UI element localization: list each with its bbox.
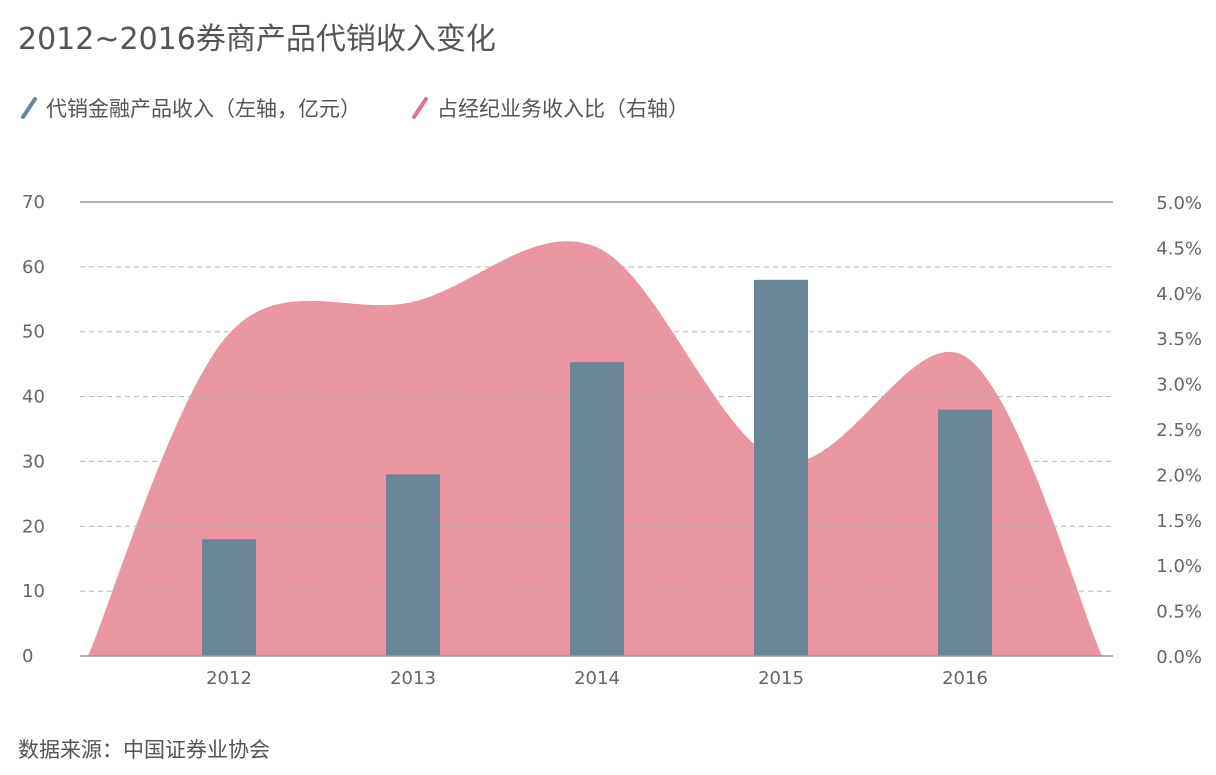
- right-axis-tick-label: 1.0%: [1156, 556, 1202, 577]
- left-axis-tick-label: 50: [22, 322, 45, 343]
- left-axis-tick-label: 40: [22, 387, 45, 408]
- right-axis-tick-label: 0.0%: [1156, 647, 1202, 668]
- legend-label-bar-series: 代销金融产品收入（左轴，亿元）: [46, 97, 361, 121]
- right-axis-tick-label: 5.0%: [1156, 193, 1202, 214]
- right-axis-tick-label: 3.5%: [1156, 329, 1202, 350]
- right-axis-tick-label: 2.0%: [1156, 465, 1202, 486]
- right-axis-tick-label: 4.5%: [1156, 238, 1202, 259]
- chart-legend: 代销金融产品收入（左轴，亿元） 占经纪业务收入比（右轴）: [18, 92, 737, 124]
- x-axis-tick-label: 2016: [942, 668, 988, 689]
- x-axis-tick-label: 2014: [574, 668, 620, 689]
- left-axis-tick-label: 70: [22, 192, 45, 213]
- left-axis-tick-label: 60: [22, 257, 45, 278]
- bar-2013: [386, 474, 440, 656]
- bar-2016: [938, 409, 992, 656]
- right-axis-tick-label: 1.5%: [1156, 511, 1202, 532]
- left-axis-tick-label: 30: [22, 451, 45, 472]
- left-axis-tick-label: 20: [22, 516, 45, 537]
- right-axis-tick-label: 4.0%: [1156, 284, 1202, 305]
- bar-2015: [754, 279, 808, 656]
- legend-label-area-series: 占经纪业务收入比（右轴）: [437, 97, 689, 121]
- bar-2014: [570, 362, 624, 656]
- right-axis-tick-label: 0.5%: [1156, 602, 1202, 623]
- x-axis-tick-label: 2015: [758, 668, 804, 689]
- legend-slash-icon-bar: [21, 97, 37, 119]
- right-axis-tick-label: 3.0%: [1156, 375, 1202, 396]
- x-axis-tick-label: 2012: [206, 668, 252, 689]
- legend-slash-icon-area: [412, 97, 428, 119]
- bar-2012: [202, 539, 256, 656]
- x-axis-tick-label: 2013: [390, 668, 436, 689]
- right-axis-tick-label: 2.5%: [1156, 420, 1202, 441]
- legend-item-bar-series: 代销金融产品收入（左轴，亿元）: [18, 93, 361, 123]
- legend-item-area-series: 占经纪业务收入比（右轴）: [409, 93, 689, 123]
- left-axis-tick-label: 10: [22, 581, 45, 602]
- left-axis-tick-label: 0: [22, 646, 33, 667]
- data-source-note: 数据来源：中国证券业协会: [18, 738, 270, 762]
- chart-title: 2012~2016券商产品代销收入变化: [18, 22, 496, 57]
